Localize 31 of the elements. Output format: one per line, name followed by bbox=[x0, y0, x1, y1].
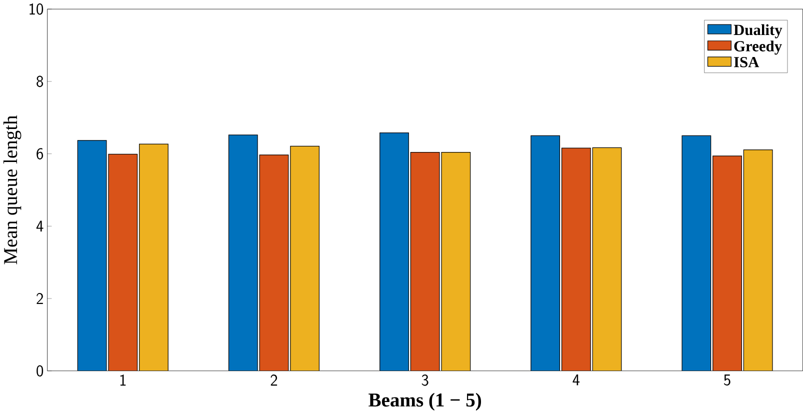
y-tick-label: 6 bbox=[36, 148, 44, 160]
y-tick-label: 2 bbox=[36, 293, 43, 304]
bar bbox=[77, 140, 107, 371]
x-tick-label: 3 bbox=[422, 374, 428, 386]
y-axis-title: Mean queue length bbox=[3, 115, 22, 264]
y-tick-label: 10 bbox=[30, 3, 44, 15]
legend-label: Duality bbox=[734, 24, 782, 38]
y-tick-label: 8 bbox=[36, 76, 44, 88]
x-tick-label: 2 bbox=[270, 374, 278, 386]
bar bbox=[410, 152, 440, 371]
y-tick-label: 0 bbox=[36, 365, 44, 377]
bar bbox=[743, 150, 773, 371]
bar bbox=[380, 132, 409, 371]
bar bbox=[139, 144, 168, 371]
bar bbox=[561, 148, 591, 371]
y-tick-label: 4 bbox=[36, 220, 44, 232]
x-axis-title: Beams (1 − 5) bbox=[368, 392, 482, 411]
x-tick-label: 1 bbox=[120, 374, 126, 386]
bar bbox=[290, 146, 320, 371]
bar bbox=[530, 135, 560, 371]
bar bbox=[592, 147, 622, 371]
legend-label: ISA bbox=[734, 56, 760, 68]
bar bbox=[259, 154, 289, 371]
x-tick-label: 4 bbox=[572, 374, 580, 386]
legend-label: Greedy bbox=[734, 40, 782, 55]
bar bbox=[108, 154, 138, 371]
bar bbox=[712, 156, 742, 371]
x-tick-label: 5 bbox=[724, 374, 730, 386]
bar bbox=[228, 134, 258, 371]
bar bbox=[682, 135, 712, 371]
bar bbox=[441, 152, 471, 371]
